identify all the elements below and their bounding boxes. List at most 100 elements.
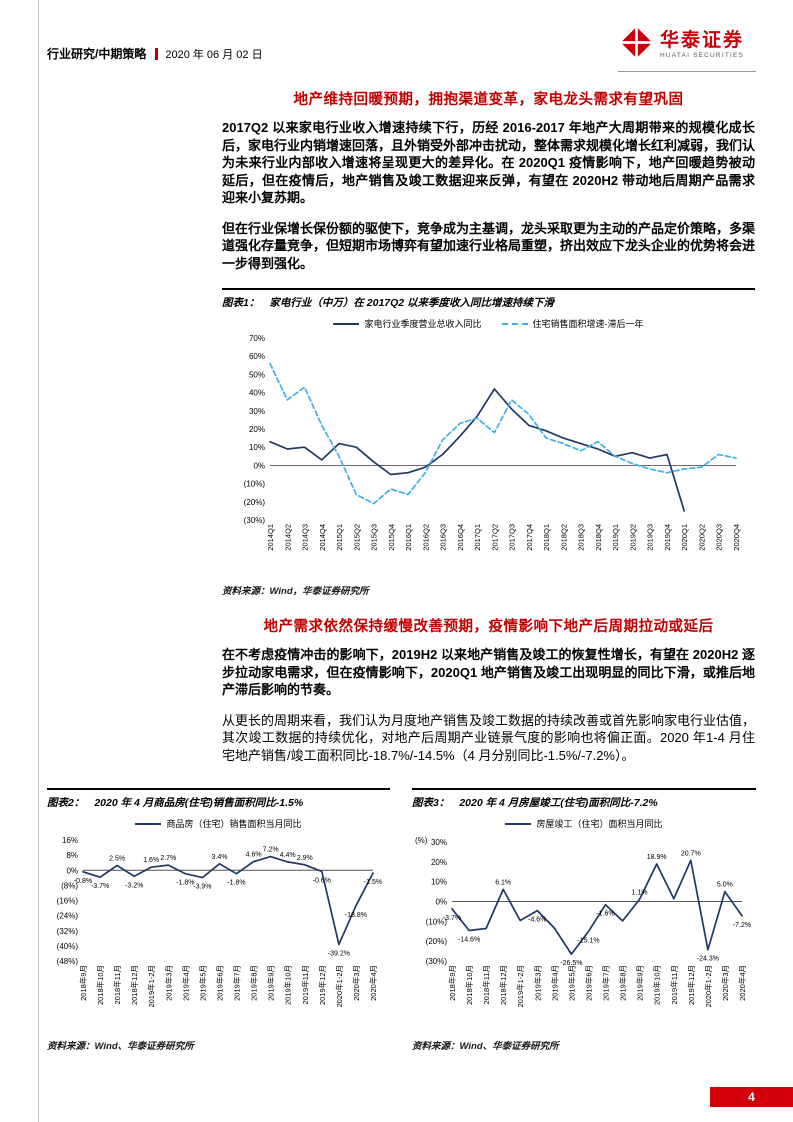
- svg-text:16%: 16%: [62, 836, 78, 845]
- brand-block: 华泰证券 HUATAI SECURITIES: [618, 26, 756, 72]
- legend-label: 住宅销售面积增速-滞后一年: [532, 319, 644, 329]
- figure1-chart: 70% 60% 50% 40% 30% 20% 10% 0% (10%) (20%) (30%) 20…: [222, 330, 755, 580]
- svg-text:2015Q2: 2015Q2: [352, 524, 361, 551]
- svg-text:2018年10月: 2018年10月: [464, 965, 474, 1005]
- svg-text:2018Q4: 2018Q4: [594, 524, 603, 551]
- svg-text:0%: 0%: [66, 866, 78, 875]
- figure3-caption: 2020 年 4 月房屋竣工(住宅)面积同比-7.2%: [459, 797, 658, 809]
- svg-text:2020Q4: 2020Q4: [732, 524, 741, 551]
- svg-text:2.9%: 2.9%: [297, 855, 313, 862]
- svg-text:-14.6%: -14.6%: [458, 937, 480, 944]
- svg-text:-3.7%: -3.7%: [443, 915, 461, 922]
- brand-name-cn: 华泰证券: [660, 29, 745, 51]
- svg-text:2019Q2: 2019Q2: [628, 524, 637, 551]
- brand-name-en: HUATAI SECURITIES: [660, 52, 745, 60]
- svg-text:2019年6月: 2019年6月: [215, 965, 225, 1001]
- header-meta: 行业研究/中期策略 2020 年 06 月 02 日: [47, 45, 263, 72]
- svg-text:(20%): (20%): [244, 498, 266, 507]
- svg-text:10%: 10%: [249, 443, 265, 452]
- svg-text:2019年10月: 2019年10月: [283, 965, 293, 1005]
- svg-text:2.5%: 2.5%: [109, 856, 125, 863]
- svg-text:60%: 60%: [249, 352, 265, 361]
- report-category: 行业研究/中期策略: [47, 47, 147, 61]
- svg-text:2018Q3: 2018Q3: [577, 524, 586, 551]
- svg-text:0%: 0%: [253, 461, 265, 470]
- svg-text:(10%): (10%): [426, 917, 448, 926]
- svg-text:-39.2%: -39.2%: [328, 950, 350, 957]
- svg-text:(48%): (48%): [57, 957, 79, 966]
- svg-text:2019年4月: 2019年4月: [180, 965, 190, 1001]
- svg-text:(30%): (30%): [426, 957, 448, 966]
- svg-text:2014Q3: 2014Q3: [301, 524, 310, 551]
- svg-text:2016Q3: 2016Q3: [439, 524, 448, 551]
- svg-text:2019年5月: 2019年5月: [566, 965, 576, 1001]
- svg-text:2020年4月: 2020年4月: [737, 965, 747, 1001]
- svg-text:2020年3月: 2020年3月: [351, 965, 361, 1001]
- svg-text:-1.6%: -1.6%: [596, 911, 614, 918]
- figure3: 图表3： 2020 年 4 月房屋竣工(住宅)面积同比-7.2% 房屋竣工（住宅…: [412, 788, 756, 1052]
- svg-text:2.7%: 2.7%: [160, 855, 176, 862]
- svg-text:-1.8%: -1.8%: [227, 880, 245, 887]
- svg-text:-1.5%: -1.5%: [364, 879, 382, 886]
- svg-text:2018年11月: 2018年11月: [481, 965, 491, 1004]
- svg-text:2017Q4: 2017Q4: [525, 524, 534, 551]
- svg-text:2016Q2: 2016Q2: [421, 524, 430, 551]
- svg-text:-3.9%: -3.9%: [193, 884, 211, 891]
- section1-paragraph-2: 但在行业保增长保份额的驱使下，竞争成为主基调，龙头采取更为主动的产品定价策略，多…: [222, 220, 756, 271]
- figure1-source: 资料来源：Wind，华泰证券研究所: [222, 586, 369, 597]
- figure1-caption: 家电行业（中万）在 2017Q2 以来季度收入同比增速持续下滑: [269, 297, 555, 309]
- svg-text:2019年12月: 2019年12月: [686, 965, 696, 1005]
- svg-text:2017Q1: 2017Q1: [473, 524, 482, 551]
- svg-text:2019年10月: 2019年10月: [652, 965, 662, 1005]
- svg-text:5.0%: 5.0%: [717, 882, 733, 889]
- svg-text:(24%): (24%): [57, 912, 79, 921]
- legend-line-sample: [333, 322, 360, 325]
- legend-item: 房屋竣工（住宅）面积当月同比: [505, 817, 663, 830]
- svg-text:2019年5月: 2019年5月: [197, 965, 207, 1001]
- report-date: 2020 年 06 月 02 日: [165, 49, 263, 61]
- svg-text:1.6%: 1.6%: [143, 857, 159, 864]
- section2-heading: 地产需求依然保持缓慢改善预期，疫情影响下地产后周期拉动或延后: [263, 619, 714, 635]
- section2-paragraph-1: 在不考虑疫情冲击的影响下，2019H2 以来地产销售及竣工的恢复性增长，有望在 …: [222, 647, 755, 697]
- figure2-legend: 商品房（住宅）销售面积当月同比: [47, 817, 390, 830]
- figure2-label: 图表2：: [47, 797, 85, 809]
- svg-text:2020Q3: 2020Q3: [715, 524, 724, 551]
- svg-text:1.1%: 1.1%: [632, 889, 648, 896]
- svg-text:(%): (%): [415, 836, 428, 845]
- svg-text:-15.1%: -15.1%: [577, 937, 599, 944]
- svg-text:(16%): (16%): [57, 897, 79, 906]
- svg-text:-26.5%: -26.5%: [560, 960, 582, 967]
- svg-text:2020年4月: 2020年4月: [368, 965, 378, 1001]
- figure2-caption: 2020 年 4 月商品房(住宅)销售面积同比-1.5%: [94, 797, 304, 809]
- svg-text:2018Q2: 2018Q2: [559, 524, 568, 551]
- svg-text:30%: 30%: [431, 838, 447, 847]
- svg-text:2016Q1: 2016Q1: [404, 524, 413, 551]
- svg-text:50%: 50%: [249, 370, 265, 379]
- svg-text:3.4%: 3.4%: [212, 854, 228, 861]
- brand-text: 华泰证券 HUATAI SECURITIES: [660, 29, 745, 60]
- svg-text:70%: 70%: [249, 334, 265, 343]
- main-content: 地产维持回暖预期，拥抱渠道变革，家电龙头需求有望巩固 2017Q2 以来家电行业…: [222, 88, 755, 777]
- svg-text:-3.7%: -3.7%: [91, 883, 109, 890]
- svg-text:2020Q2: 2020Q2: [698, 524, 707, 551]
- svg-text:2019年9月: 2019年9月: [635, 965, 645, 1001]
- svg-text:-0.8%: -0.8%: [74, 878, 92, 885]
- svg-text:30%: 30%: [249, 407, 265, 416]
- svg-text:7.2%: 7.2%: [263, 847, 279, 854]
- svg-text:2018年9月: 2018年9月: [78, 965, 88, 1001]
- report-header: 行业研究/中期策略 2020 年 06 月 02 日 华泰证券 HUATAI SE…: [47, 26, 756, 72]
- header-red-divider: [155, 48, 159, 60]
- section1-paragraph-1: 2017Q2 以来家电行业收入增速持续下行，历经 2016-2017 年地产大周…: [222, 120, 756, 205]
- legend-item: 商品房（住宅）销售面积当月同比: [135, 817, 302, 830]
- svg-text:2019年8月: 2019年8月: [249, 965, 259, 1001]
- svg-text:-4.6%: -4.6%: [528, 917, 546, 924]
- figure3-label: 图表3：: [412, 797, 450, 809]
- figure1-label: 图表1：: [222, 297, 260, 309]
- svg-text:2014Q1: 2014Q1: [266, 524, 275, 551]
- svg-text:-24.3%: -24.3%: [697, 956, 719, 963]
- svg-text:2019年3月: 2019年3月: [163, 965, 173, 1001]
- svg-text:2019年8月: 2019年8月: [618, 965, 628, 1001]
- svg-text:2018年10月: 2018年10月: [95, 965, 105, 1005]
- svg-text:2020年1-2月: 2020年1-2月: [334, 965, 344, 1008]
